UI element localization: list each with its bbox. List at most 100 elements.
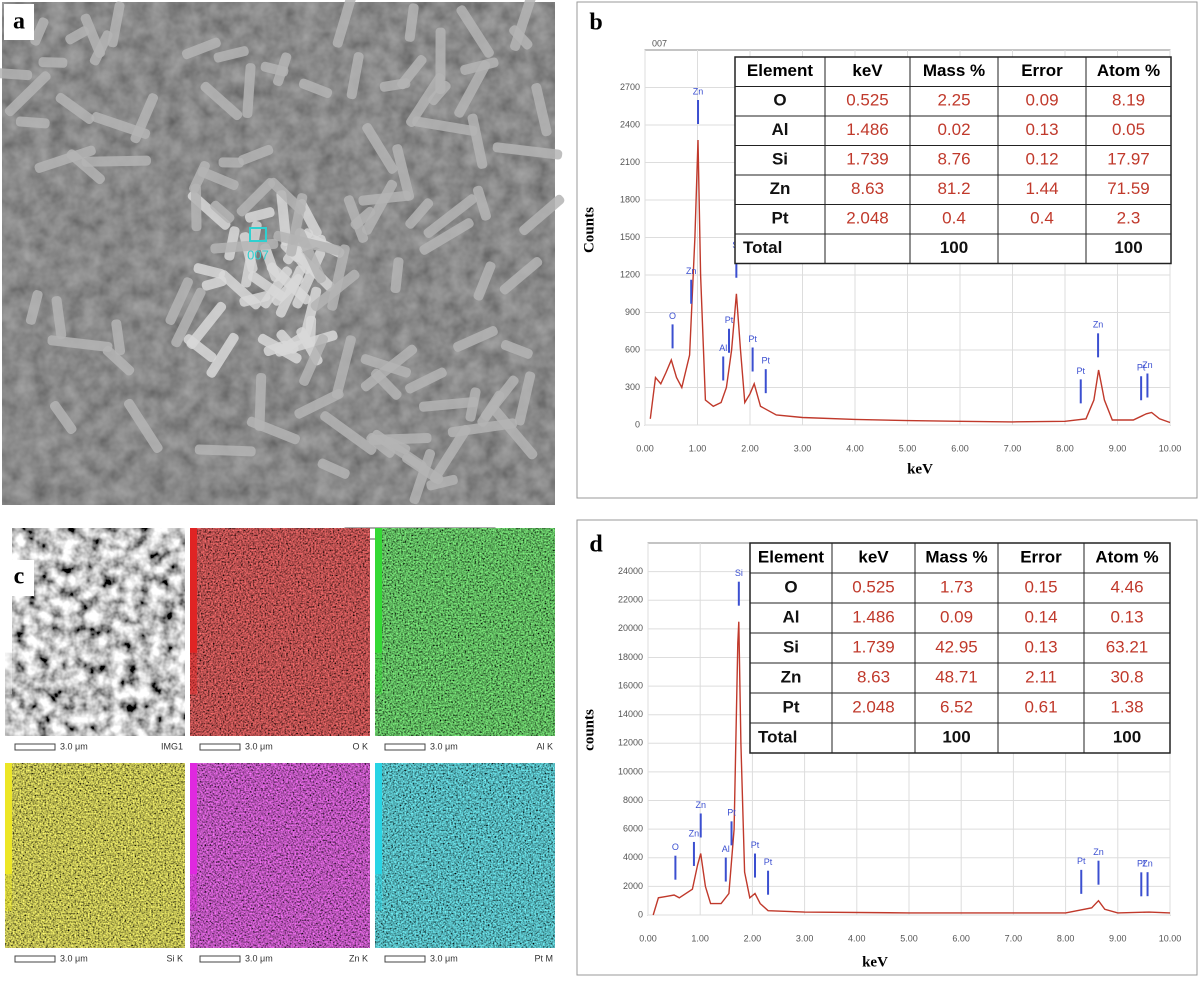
panel-frame	[576, 519, 1198, 976]
table-cell: Al	[772, 120, 789, 139]
peak-label: Zn	[689, 828, 700, 838]
sem-rod	[260, 61, 289, 77]
element-map	[190, 528, 370, 736]
x-tick-label: 4.00	[848, 933, 866, 943]
y-tick-label: 1500	[620, 232, 640, 242]
sem-rod	[465, 387, 481, 422]
sem-rod	[294, 388, 344, 419]
caption-bar	[190, 948, 370, 970]
sem-rod	[200, 81, 243, 121]
table-cell: 1.73	[940, 577, 973, 596]
table-cell: 1.38	[1110, 697, 1143, 716]
y-tick-label: 8000	[623, 795, 643, 805]
sem-rod	[419, 218, 474, 255]
sem-rod	[4, 71, 51, 117]
sem-rod	[181, 37, 221, 60]
table-cell: Si	[783, 637, 799, 656]
peak-label: Al	[722, 844, 730, 854]
map-scale-label: 3.0 μm	[430, 741, 458, 751]
peak-label: Pt	[748, 334, 757, 344]
sem-rod	[320, 411, 377, 455]
sem-rod	[489, 404, 538, 460]
table-header: keV	[852, 61, 883, 80]
x-tick-label: 9.00	[1109, 443, 1127, 453]
sem-rod	[15, 116, 50, 129]
sem-rod	[500, 340, 533, 359]
peak-label: Zn	[1093, 847, 1104, 857]
x-tick-label: 1.00	[689, 443, 707, 453]
sem-rod	[366, 433, 396, 458]
sem-rod	[405, 367, 447, 394]
sem-rod	[244, 207, 275, 223]
panel-label: b	[589, 10, 602, 36]
map-scale-label: 3.0 μm	[430, 953, 458, 963]
sem-rod	[238, 144, 274, 166]
panel-frame	[576, 1, 1198, 499]
table-cell: 0.4	[942, 209, 966, 228]
x-axis-label: keV	[862, 954, 888, 970]
table-cell: 17.97	[1107, 150, 1150, 169]
sem-rod	[456, 5, 494, 58]
peak-label: Pt	[751, 840, 760, 850]
map-color-strip	[190, 874, 197, 911]
sem-rod	[186, 301, 227, 350]
element-map	[190, 763, 370, 948]
table-cell: 0.61	[1024, 697, 1057, 716]
sem-rod	[453, 325, 498, 352]
sem-rod	[405, 198, 434, 229]
x-tick-label: 4.00	[846, 443, 864, 453]
sem-rod	[406, 72, 445, 127]
peak-label: O	[672, 842, 679, 852]
map-color-strip	[190, 528, 197, 653]
table-cell: Total	[758, 727, 797, 746]
map-scale-bar	[384, 743, 426, 751]
x-tick-label: 6.00	[951, 443, 969, 453]
sem-rod	[246, 416, 300, 445]
table-frame	[734, 56, 1172, 265]
element-map	[5, 763, 185, 948]
table-cell: 0.13	[1024, 637, 1057, 656]
map-label: IMG1	[161, 741, 183, 751]
table-frame	[749, 542, 1171, 754]
table-header: Atom %	[1095, 547, 1158, 566]
peak-label: Zn	[695, 800, 706, 810]
table-cell: 8.63	[857, 667, 890, 686]
peak-label: Zn	[686, 266, 697, 276]
table-cell: 0.13	[1110, 607, 1143, 626]
sem-rod	[412, 116, 478, 136]
sem-rod	[34, 145, 96, 173]
peak-label: Pt	[727, 808, 736, 818]
sem-rod	[194, 444, 256, 457]
table-header: Error	[1020, 547, 1062, 566]
sem-rod	[38, 57, 68, 68]
table-cell: Zn	[770, 179, 791, 198]
peak-label: Pt	[1077, 856, 1086, 866]
sem-rod	[130, 93, 159, 144]
x-tick-label: 5.00	[900, 933, 918, 943]
table-cell: Zn	[781, 667, 802, 686]
y-tick-label: 2000	[623, 881, 643, 891]
table-cell: Total	[743, 238, 782, 257]
map-scale-bar	[199, 955, 241, 963]
y-tick-label: 1200	[620, 269, 640, 279]
y-tick-label: 10000	[618, 766, 643, 776]
table-cell: 0.15	[1024, 577, 1057, 596]
sem-rod	[298, 78, 333, 99]
sem-rod	[171, 287, 206, 348]
y-tick-label: 2100	[620, 157, 640, 167]
sem-rod	[266, 262, 312, 305]
table-cell: 42.95	[935, 637, 978, 656]
map-color-strip	[375, 528, 382, 653]
sem-rod	[210, 238, 279, 254]
map-label: O K	[352, 741, 368, 751]
y-tick-label: 4000	[623, 852, 643, 862]
map-scale-label: 3.0 μm	[60, 741, 88, 751]
peak-label: Zn	[1093, 320, 1104, 330]
y-tick-label: 1800	[620, 194, 640, 204]
sem-rod	[418, 396, 479, 412]
table-header: Atom %	[1097, 61, 1160, 80]
peak-label: Pt	[1076, 366, 1085, 376]
sem-rod	[0, 67, 33, 81]
